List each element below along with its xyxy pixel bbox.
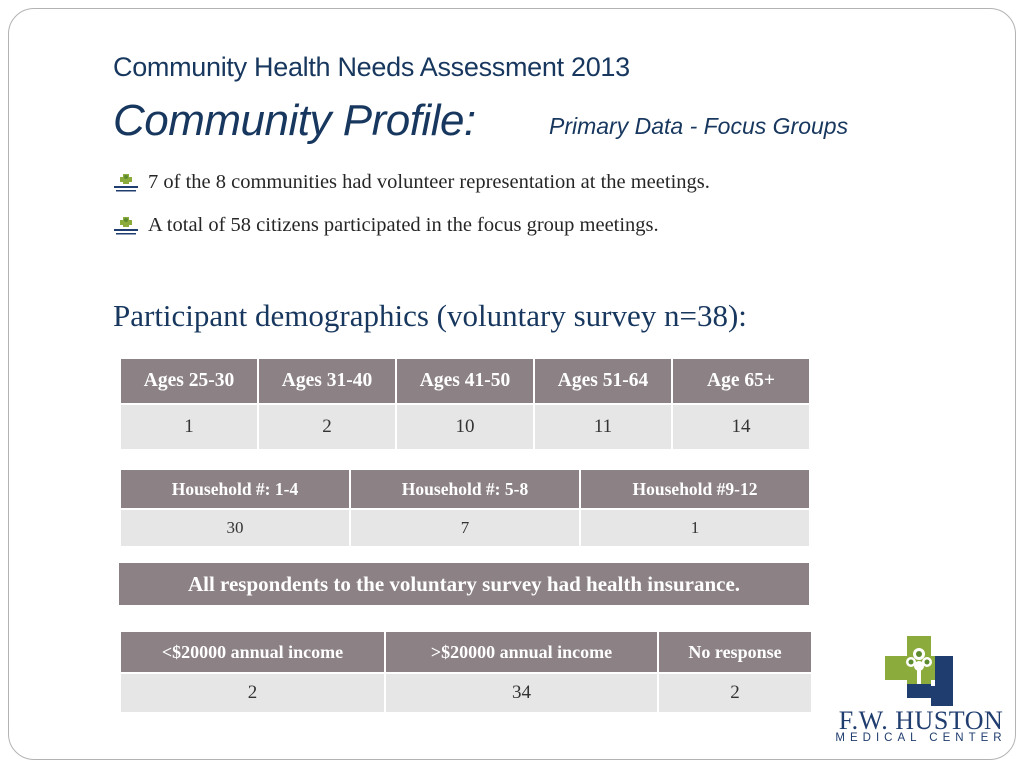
income-header-cell: No response — [657, 630, 813, 674]
household-header-cell: Household #: 5-8 — [349, 468, 581, 510]
bullet-item: 7 of the 8 communities had volunteer rep… — [112, 171, 710, 194]
age-table: Ages 25-30 Ages 31-40 Ages 41-50 Ages 51… — [119, 357, 811, 451]
bullet-text: 7 of the 8 communities had volunteer rep… — [148, 171, 710, 193]
income-value-cell: 2 — [119, 672, 386, 714]
age-table-row: 1 2 10 11 14 — [119, 403, 811, 451]
income-value-cell: 2 — [657, 672, 813, 714]
age-header-cell: Ages 51-64 — [533, 357, 673, 405]
income-header-cell: >$20000 annual income — [384, 630, 659, 674]
household-table: Household #: 1-4 Household #: 5-8 Househ… — [119, 468, 811, 548]
household-table-row: 30 7 1 — [119, 508, 811, 548]
income-table-row: 2 34 2 — [119, 672, 813, 714]
cross-tree-icon — [885, 636, 953, 706]
hospital-logo-bullet-icon — [114, 173, 138, 191]
household-value-cell: 7 — [349, 508, 581, 548]
age-table-header-row: Ages 25-30 Ages 31-40 Ages 41-50 Ages 51… — [119, 357, 811, 405]
age-header-cell: Ages 31-40 — [257, 357, 397, 405]
income-table: <$20000 annual income >$20000 annual inc… — [119, 630, 813, 714]
hospital-logo: F.W. HUSTON MEDICAL CENTER — [835, 636, 1007, 748]
household-header-cell: Household #: 1-4 — [119, 468, 351, 510]
age-header-cell: Ages 41-50 — [395, 357, 535, 405]
household-table-header-row: Household #: 1-4 Household #: 5-8 Househ… — [119, 468, 811, 510]
logo-name: F.W. HUSTON — [838, 706, 1004, 735]
income-table-header-row: <$20000 annual income >$20000 annual inc… — [119, 630, 813, 674]
household-value-cell: 30 — [119, 508, 351, 548]
bullet-text: A total of 58 citizens participated in t… — [148, 214, 659, 236]
slide-subtitle-detail: Primary Data - Focus Groups — [549, 113, 849, 139]
household-value-cell: 1 — [579, 508, 811, 548]
household-header-cell: Household #9-12 — [579, 468, 811, 510]
income-value-cell: 34 — [384, 672, 659, 714]
age-value-cell: 14 — [671, 403, 811, 451]
slide-subtitle: Community Profile: — [113, 96, 476, 145]
age-header-cell: Age 65+ — [671, 357, 811, 405]
age-value-cell: 10 — [395, 403, 535, 451]
bullet-item: A total of 58 citizens participated in t… — [112, 214, 659, 237]
age-header-cell: Ages 25-30 — [119, 357, 259, 405]
age-value-cell: 1 — [119, 403, 259, 451]
slide-title: Community Health Needs Assessment 2013 — [113, 52, 630, 82]
income-header-cell: <$20000 annual income — [119, 630, 386, 674]
demographics-heading: Participant demographics (voluntary surv… — [113, 298, 747, 333]
age-value-cell: 11 — [533, 403, 673, 451]
insurance-banner: All respondents to the voluntary survey … — [119, 563, 809, 605]
age-value-cell: 2 — [257, 403, 397, 451]
hospital-logo-bullet-icon — [114, 216, 138, 234]
logo-subtitle: MEDICAL CENTER — [835, 732, 1007, 744]
